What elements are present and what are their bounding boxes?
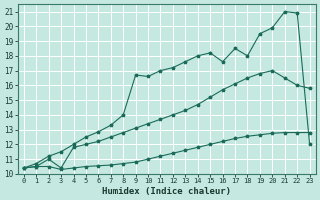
X-axis label: Humidex (Indice chaleur): Humidex (Indice chaleur) bbox=[102, 187, 231, 196]
